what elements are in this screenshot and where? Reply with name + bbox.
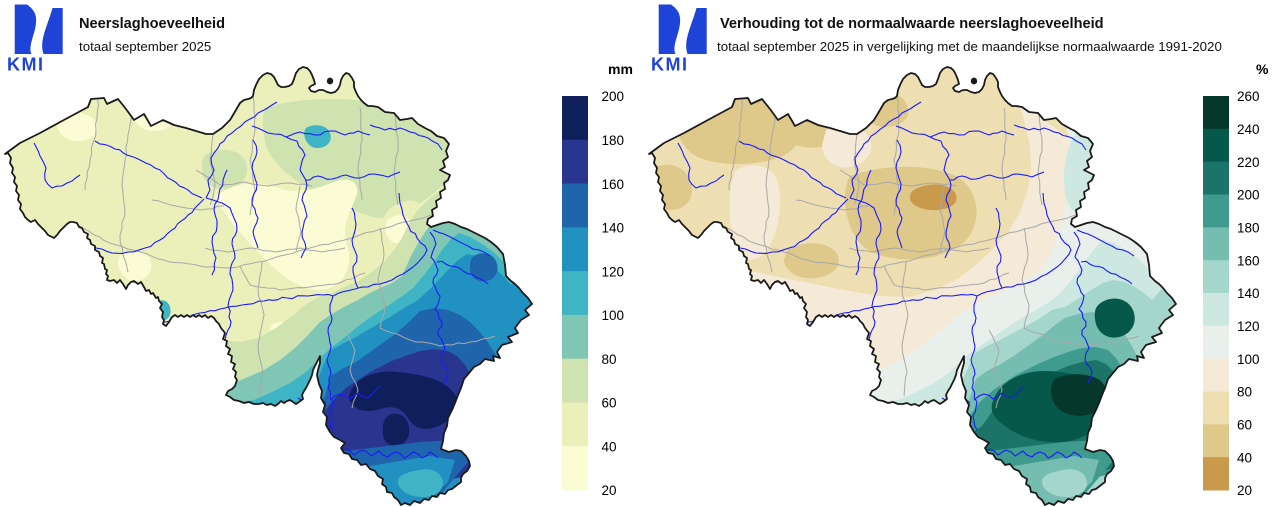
svg-text:140: 140	[1237, 286, 1260, 301]
svg-text:%: %	[1256, 61, 1269, 77]
svg-text:mm: mm	[608, 61, 633, 77]
svg-text:80: 80	[602, 352, 617, 367]
svg-text:180: 180	[602, 133, 625, 148]
svg-text:40: 40	[1237, 450, 1252, 465]
svg-text:80: 80	[1237, 385, 1252, 400]
svg-text:180: 180	[1237, 221, 1260, 236]
svg-text:200: 200	[602, 89, 625, 104]
svg-text:KMI: KMI	[7, 55, 45, 75]
svg-text:KMI: KMI	[651, 55, 689, 75]
svg-text:120: 120	[1237, 319, 1260, 334]
svg-text:120: 120	[602, 264, 625, 279]
svg-text:260: 260	[1237, 89, 1260, 104]
svg-text:200: 200	[1237, 188, 1260, 203]
svg-text:40: 40	[602, 439, 617, 454]
svg-text:140: 140	[602, 221, 625, 236]
svg-text:20: 20	[1237, 483, 1252, 498]
svg-text:100: 100	[602, 308, 625, 323]
svg-text:20: 20	[602, 483, 617, 498]
svg-text:100: 100	[1237, 352, 1260, 367]
svg-text:240: 240	[1237, 122, 1260, 137]
svg-text:60: 60	[1237, 418, 1252, 433]
svg-text:60: 60	[602, 396, 617, 411]
svg-text:160: 160	[1237, 253, 1260, 268]
svg-text:220: 220	[1237, 155, 1260, 170]
svg-text:160: 160	[602, 177, 625, 192]
